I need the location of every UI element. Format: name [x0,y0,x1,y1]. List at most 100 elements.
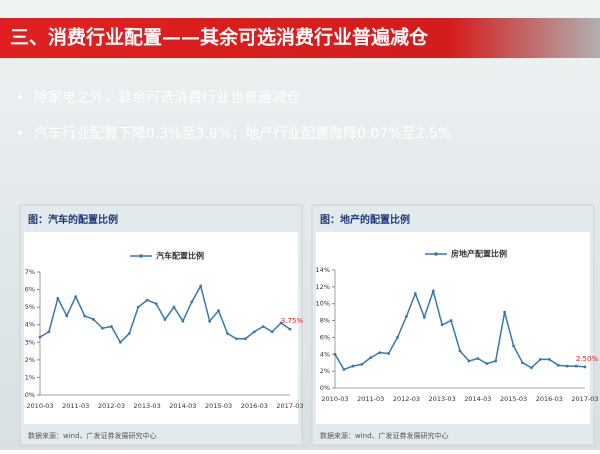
x-tick-label: 2016-03 [536,395,563,403]
point [83,314,87,318]
header-title: 三、消费行业配置——其余可选消费行业普遍减仓 [10,26,429,49]
panel-title: 图：汽车的配置比例 [28,213,118,226]
y-tick-label: 8% [320,317,330,325]
point [145,298,149,302]
y-tick-label: 10% [316,300,330,308]
point [217,309,220,313]
y-tick-label: 14% [316,266,330,274]
point [181,319,185,323]
point [485,362,489,365]
x-tick-label: 2015-03 [205,402,232,410]
data-label: 2.50% [576,355,599,363]
x-tick-label: 2013-03 [134,402,161,410]
point [556,363,560,367]
y-tick-label: 2% [320,367,330,375]
point [547,357,551,361]
y-tick-label: 4% [25,321,35,329]
point [512,344,515,348]
point [583,365,587,369]
point [65,314,69,318]
point [449,319,453,322]
legend-label: 汽车配置比例 [156,251,204,261]
point [56,296,60,300]
point [118,340,122,344]
point [74,295,78,298]
point [476,357,480,360]
point [127,332,131,335]
point [351,364,355,368]
point [521,361,524,365]
legend-label: 房地产配置比例 [451,249,507,259]
y-tick-label: 4% [320,350,330,358]
point [270,330,274,334]
point [458,349,462,353]
bullet: 汽车行业配置下降0.3%至3.8%；地产行业配置微降0.07%至2.5% [34,125,451,142]
point [92,318,95,321]
y-tick-label: 0% [320,384,330,392]
point [440,323,444,327]
point [288,327,292,331]
point [190,300,194,304]
point [163,318,167,321]
y-tick-label: 3% [25,338,35,346]
y-tick-label: 5% [25,303,35,311]
y-tick-label: 2% [25,356,35,364]
legend-swatch [139,254,143,258]
y-tick-label: 6% [320,333,330,341]
header-bar [0,18,600,58]
point [396,336,399,339]
x-tick-label: 2014-03 [464,395,491,403]
point [172,305,176,309]
y-tick-label: 6% [25,286,35,294]
point [503,310,507,314]
x-tick-label: 2010-03 [26,402,53,410]
point [467,359,471,363]
point [413,292,417,295]
point [261,325,265,328]
point [574,364,578,368]
point [243,337,247,341]
point [422,315,426,319]
point [360,363,364,366]
point [369,356,373,360]
x-tick-label: 2011-03 [357,395,384,403]
source: 数据来源：wind、广发证券发展研究中心 [320,431,449,440]
x-tick-label: 2013-03 [429,395,456,403]
x-tick-label: 2014-03 [169,402,196,410]
bullet-dot: • [16,90,24,106]
point [342,368,346,371]
point [101,326,104,330]
y-tick-label: 1% [25,373,35,381]
x-tick-label: 2017-03 [571,395,598,403]
point [154,302,158,306]
point [279,321,283,325]
point [538,357,542,361]
point [565,364,569,368]
chart-area [24,232,298,424]
x-tick-label: 2011-03 [62,402,89,410]
x-tick-label: 2010-03 [321,395,348,403]
point [530,366,533,370]
point [235,337,238,341]
point [378,351,382,354]
point [333,352,337,356]
point [387,352,390,355]
point [208,319,212,323]
point [136,305,140,309]
data-label: 3.75% [281,317,304,325]
y-tick-label: 0% [25,391,35,399]
y-tick-label: 7% [25,268,35,276]
point [38,335,42,339]
panel-title: 图：地产的配置比例 [320,213,410,226]
source: 数据来源：wind、广发证券发展研究中心 [28,431,157,440]
bullet: 除家电之外，其余可选消费行业也普遍减仓 [34,89,300,106]
point [110,325,113,328]
point [47,330,51,334]
point [405,314,408,318]
point [199,284,203,288]
point [431,289,435,293]
x-tick-label: 2017-03 [276,402,303,410]
bullet-dot: • [16,126,24,142]
